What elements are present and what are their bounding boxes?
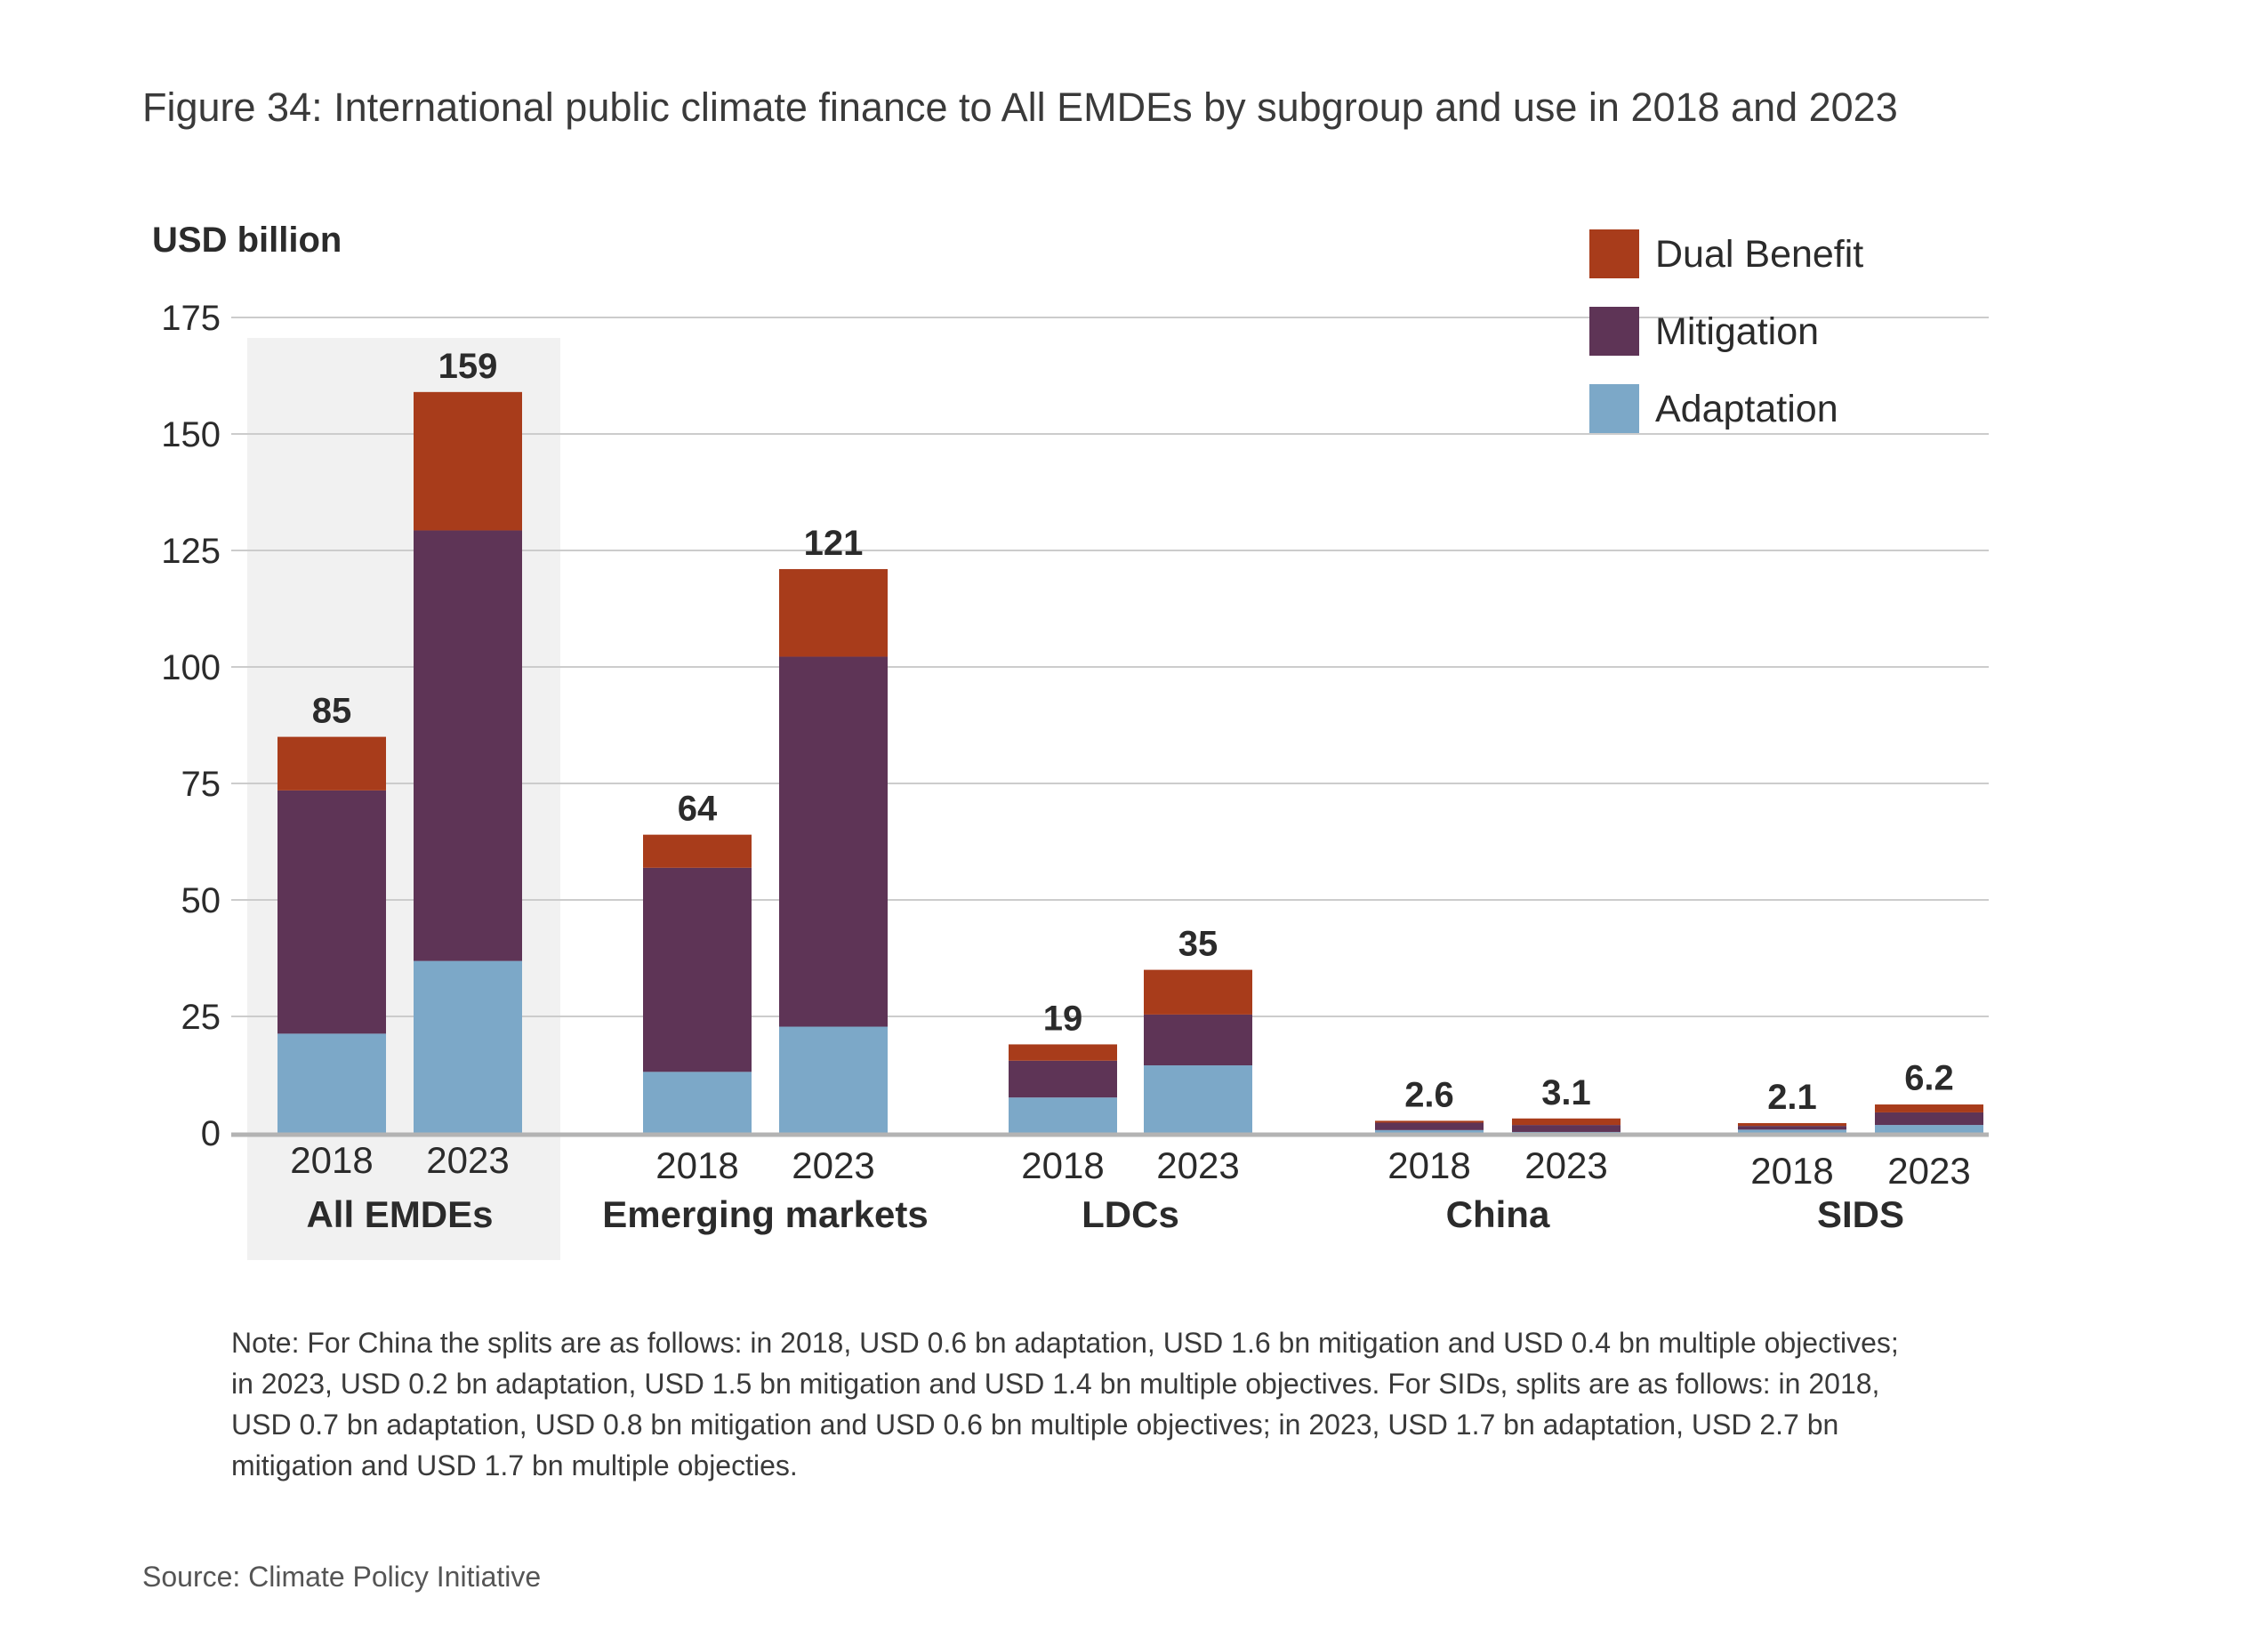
y-tick-label: 125 [161,532,221,571]
y-tick-label: 50 [181,881,221,920]
bars [277,391,1983,1133]
bar-total-label: 6.2 [1904,1059,1954,1098]
x-group-label: Emerging markets [602,1193,928,1235]
y-tick-label: 25 [181,998,221,1037]
legend-item-mitigation: Mitigation [1589,307,1819,356]
legend-label: Mitigation [1655,310,1819,353]
x-tick-year-label: 2018 [290,1139,373,1181]
bar-segment-dual-benefit [414,391,522,531]
x-tick-year-label: 2018 [655,1144,738,1186]
bar-total-label: 64 [678,790,718,829]
bar-total-label: 121 [804,524,864,563]
y-axis-ticks: 0 25 50 75 100 125 150 175 [161,299,221,1153]
legend-label: Dual Benefit [1655,233,1863,276]
bar-segment-adaptation [1375,1129,1484,1133]
legend-label: Adaptation [1655,388,1838,430]
bar-segment-adaptation [414,960,522,1133]
bar-segment-mitigation [1512,1125,1621,1132]
y-tick-label: 75 [181,765,221,804]
bar-segment-mitigation [1875,1112,1983,1126]
bar-stack [643,834,752,1133]
bar-segment-mitigation [643,867,752,1072]
x-tick-year-label: 2018 [1750,1150,1833,1192]
y-tick-label: 150 [161,415,221,454]
x-group-label: All EMDEs [306,1193,493,1235]
bar-stack [1375,1120,1484,1133]
x-tick-year-label: 2018 [1387,1144,1470,1186]
y-tick-label: 175 [161,299,221,338]
total-labels: 85 159 64 121 19 35 2.6 3.1 2.1 6.2 [312,347,1954,1117]
y-axis-label: USD billion [152,221,342,260]
bar-segment-dual-benefit [643,834,752,868]
bar-total-label: 85 [312,692,352,731]
legend-item-dual-benefit: Dual Benefit [1589,229,1863,278]
bar-total-label: 3.1 [1541,1073,1591,1112]
bar-segment-dual-benefit [1512,1118,1621,1126]
bar-stack [1512,1118,1621,1133]
bar-segment-dual-benefit [1375,1120,1484,1123]
bar-total-label: 35 [1178,925,1218,964]
x-tick-year-label: 2023 [1524,1144,1607,1186]
x-axis-labels: 2018 2023 2018 2023 2018 2023 2018 2023 2018 2023… [290,1139,1970,1235]
legend-swatch [1589,307,1639,356]
x-tick-year-label: 2023 [1887,1150,1970,1192]
bar-segment-mitigation [414,530,522,961]
bar-stack [1009,1044,1117,1133]
bar-total-label: 2.6 [1404,1075,1454,1114]
legend-item-adaptation: Adaptation [1589,384,1838,433]
x-tick-year-label: 2023 [426,1139,509,1181]
bar-segment-adaptation [1512,1131,1621,1133]
legend-swatch [1589,384,1639,433]
bar-segment-dual-benefit [779,568,888,657]
y-tick-label: 0 [201,1114,221,1153]
bar-segment-adaptation [277,1033,386,1133]
x-tick-year-label: 2023 [792,1144,874,1186]
bar-segment-adaptation [1144,1065,1252,1133]
bar-segment-dual-benefit [1144,969,1252,1015]
bar-stack [414,391,522,1133]
bar-segment-dual-benefit [1738,1122,1846,1127]
bar-stack [1738,1122,1846,1133]
legend-swatch [1589,229,1639,278]
bar-stack [1875,1104,1983,1133]
bar-segment-mitigation [1009,1060,1117,1098]
bar-segment-adaptation [1738,1129,1846,1133]
bar-total-label: 19 [1043,999,1083,1038]
x-group-label: China [1446,1193,1550,1235]
bar-total-label: 2.1 [1767,1078,1817,1117]
bar-segment-adaptation [779,1026,888,1133]
legend: Dual Benefit Mitigation Adaptation [1589,229,1863,433]
bar-segment-mitigation [277,790,386,1034]
bar-segment-mitigation [1375,1122,1484,1130]
x-group-label: SIDS [1817,1193,1904,1235]
bar-segment-adaptation [1875,1125,1983,1133]
chart-title: Figure 34: International public climate … [142,84,1898,130]
bar-segment-dual-benefit [277,736,386,791]
bar-segment-adaptation [1009,1097,1117,1133]
bar-segment-mitigation [1738,1126,1846,1130]
bar-stack [277,736,386,1133]
x-group-label: LDCs [1082,1193,1179,1235]
bar-segment-mitigation [779,656,888,1027]
bar-stack [1144,969,1252,1133]
figure-source: Source: Climate Policy Initiative [142,1561,542,1593]
bar-segment-dual-benefit [1875,1104,1983,1112]
bar-segment-adaptation [643,1072,752,1133]
x-tick-year-label: 2023 [1156,1144,1239,1186]
bar-total-label: 159 [438,347,498,386]
x-tick-year-label: 2018 [1021,1144,1104,1186]
y-tick-label: 100 [161,648,221,687]
gridlines [231,317,1989,1017]
figure-note: Note: For China the splits are as follow… [231,1327,1899,1481]
bar-segment-dual-benefit [1009,1044,1117,1061]
bar-stack [779,568,888,1133]
bar-segment-mitigation [1144,1014,1252,1066]
